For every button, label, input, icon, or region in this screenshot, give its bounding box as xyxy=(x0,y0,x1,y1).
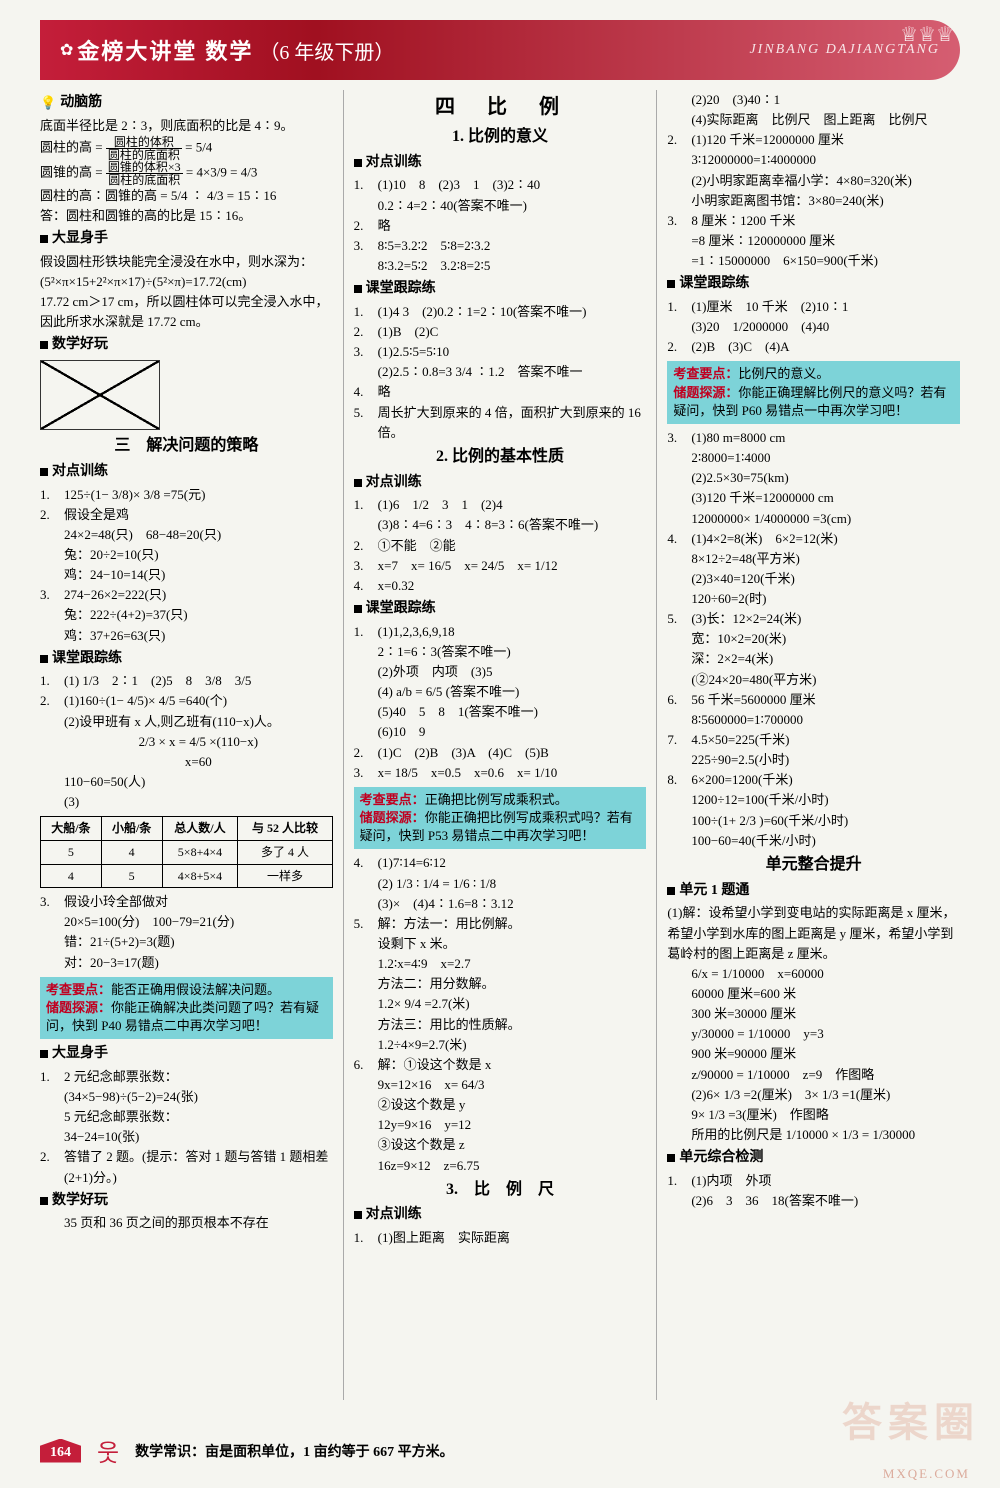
ratio-result-1: 圆柱的高∶圆锥的高 = 5/4 ∶ 4/3 = 15∶16 xyxy=(40,186,333,206)
callout-box-2: 考查要点：正确把比例写成乘积式。 储题探源：你能正确把比例写成乘积式吗？若有疑问… xyxy=(354,787,647,850)
ratio-result-2: 答：圆柱和圆锥的高的比是 15∶16。 xyxy=(40,206,333,226)
unit-consolidate-title: 单元整合提升 xyxy=(667,853,960,878)
subject: 数学 xyxy=(205,34,253,66)
series-title: 金榜大讲堂 xyxy=(77,34,197,66)
point-practice-heading: 对点训练 xyxy=(52,461,108,483)
section-4-3-title: 3. 比 例 尺 xyxy=(354,1178,647,1203)
section-4-2-title: 2. 比例的基本性质 xyxy=(354,445,647,470)
three-column-layout: 💡 动脑筋 底面半径比是 2∶3，则底面积的比是 4∶9。 圆柱的高 = 圆柱的… xyxy=(40,90,960,1400)
grade: （6 年级下册） xyxy=(259,36,394,65)
column-2: 四 比 例 1. 比例的意义 对点训练 1.(1)10 8 (2)3 1 (3)… xyxy=(343,90,647,1400)
brain-teaser-heading: 💡 动脑筋 xyxy=(40,92,333,114)
page-header: ✿ 金榜大讲堂 数学 （6 年级下册） JINBANG DAJIANGTANG … xyxy=(40,20,960,80)
dxss-line-2: 17.72 cm＞17 cm，所以圆柱体可以完全浸入水中，因此所求水深就是 17… xyxy=(40,292,333,332)
page-number: 164 xyxy=(40,1439,81,1463)
column-3: (2)20 (3)40∶1 (4)实际距离 比例尺 图上距离 比例尺 2.(1)… xyxy=(656,90,960,1400)
character-icon: 웃 xyxy=(97,1433,119,1468)
footer-fact: 数学常识：亩是面积单位，1 亩约等于 667 平方米。 xyxy=(135,1441,454,1461)
header-kids-icon: ♕♕♕ xyxy=(900,22,954,47)
crossed-rectangle-figure xyxy=(40,360,160,430)
watermark-logo: 答案圈 xyxy=(842,1390,980,1448)
watermark-url: MXQE.COM xyxy=(883,1466,970,1482)
math-fun-heading: 数学好玩 xyxy=(52,334,108,356)
ratio-line: 底面半径比是 2∶3，则底面积的比是 4∶9。 xyxy=(40,116,333,136)
callout-box-1: 考查要点：能否正确用假设法解决问题。 储题探源：你能正确解决此类问题了吗？若有疑… xyxy=(40,977,333,1040)
show-skill-heading: 大显身手 xyxy=(52,228,108,250)
dxss-line-1: 假设圆柱形铁块能完全浸没在水中，则水深为：(5²×π×15+2²×π×17)÷(… xyxy=(40,252,333,292)
cone-height-eq: 圆锥的高 = 圆锥的体积×3圆柱的底面积 = 4×3/9 = 4/3 xyxy=(40,161,333,186)
c1-q1: 125÷(1− 3/8)× 3/8 =75(元) xyxy=(64,485,333,505)
unit-3-title: 三 解决问题的策略 xyxy=(40,434,333,459)
page-footer: 164 웃 数学常识：亩是面积单位，1 亩约等于 667 平方米。 xyxy=(40,1433,960,1468)
header-flower-deco: ✿ xyxy=(60,40,73,60)
section-4-1-title: 1. 比例的意义 xyxy=(354,125,647,150)
unit-4-title: 四 比 例 xyxy=(354,92,647,123)
cylinder-height-eq: 圆柱的高 = 圆柱的体积圆柱的底面积 = 5/4 xyxy=(40,136,333,161)
callout-box-3: 考查要点：比例尺的意义。 储题探源：你能正确理解比例尺的意义吗？若有疑问，快到 … xyxy=(667,361,960,424)
lightbulb-icon: 💡 xyxy=(40,93,56,113)
c1-q2-head: 假设全是鸡 xyxy=(64,505,333,525)
boat-table: 大船/条小船/条 总人数/人与 52 人比较 54 5×8+4×4多了 4 人 … xyxy=(40,816,333,888)
classroom-track-heading: 课堂跟踪练 xyxy=(52,648,122,670)
column-1: 💡 动脑筋 底面半径比是 2∶3，则底面积的比是 4∶9。 圆柱的高 = 圆柱的… xyxy=(40,90,333,1400)
